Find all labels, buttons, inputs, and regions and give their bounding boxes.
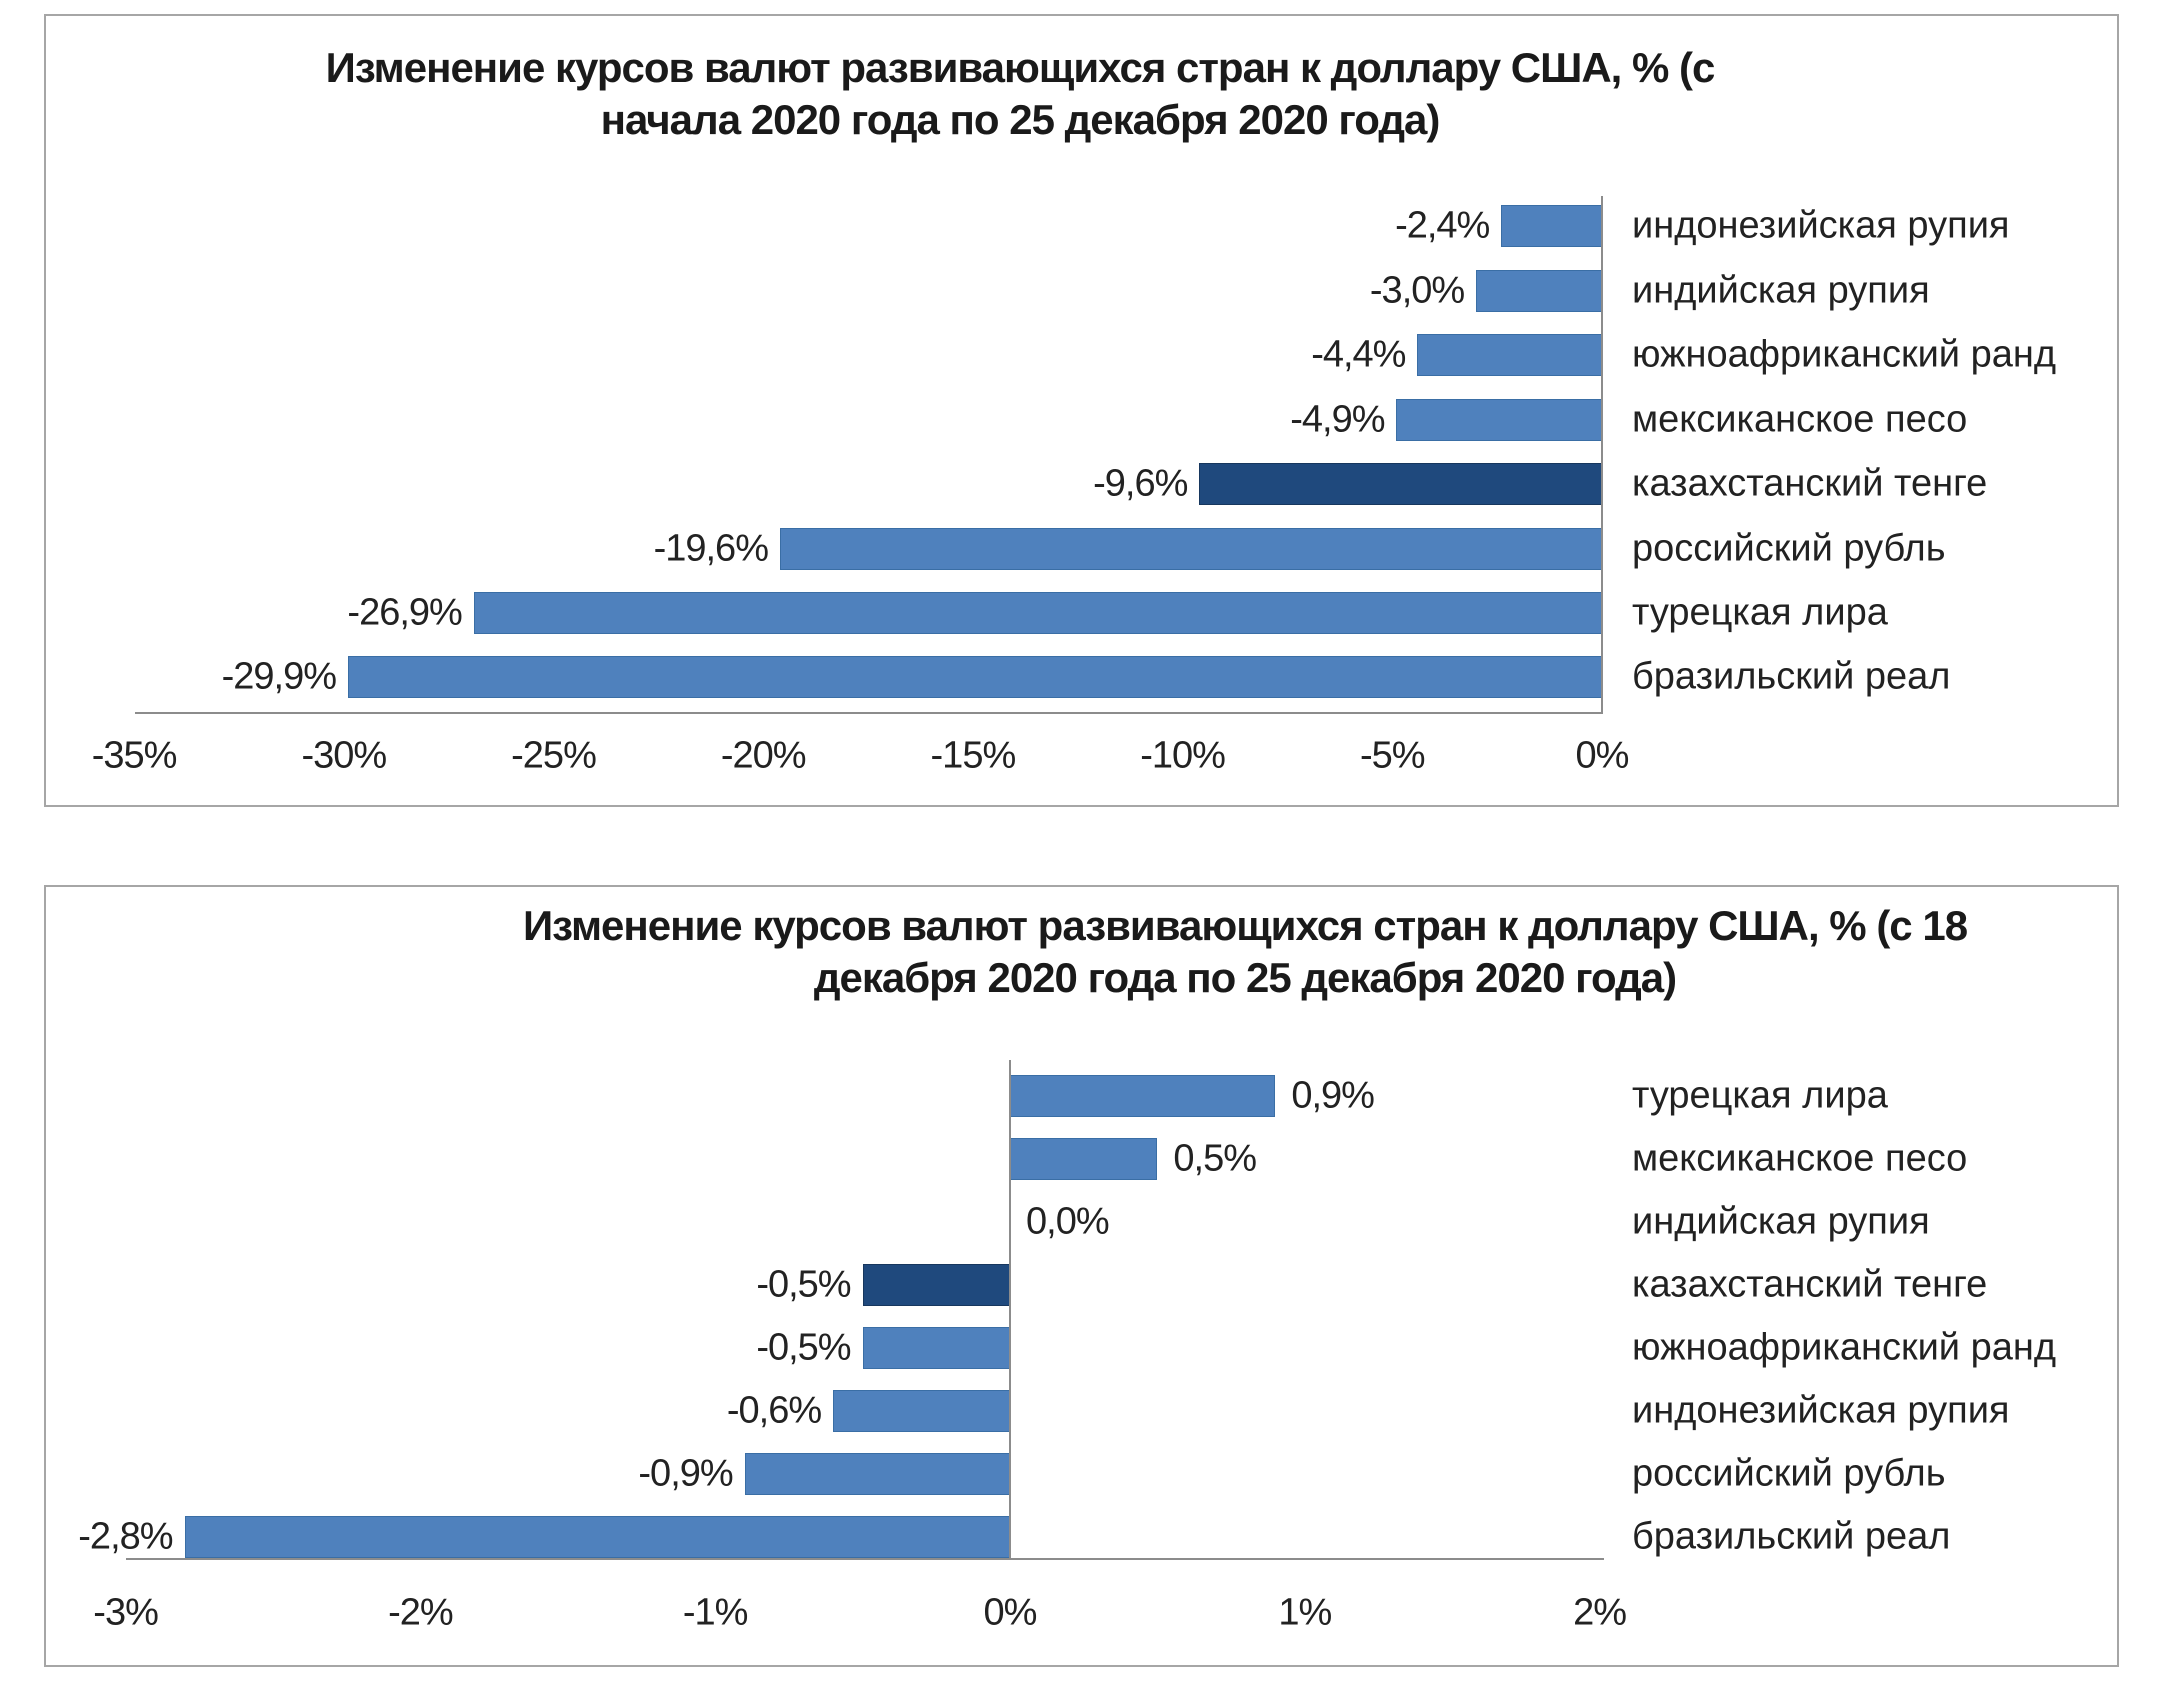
- bar-value-label: 0,9%: [1291, 1074, 1375, 1117]
- bar-value-label: 0,0%: [1026, 1200, 1110, 1243]
- x-tick-label: -5%: [1360, 734, 1426, 777]
- bar-value-label: -0,5%: [756, 1263, 851, 1306]
- x-tick-label: 0%: [1575, 734, 1630, 777]
- bar: [1476, 270, 1602, 312]
- bar: [779, 528, 1602, 570]
- category-label: турецкая лира: [1632, 591, 1888, 634]
- bar: [833, 1390, 1010, 1432]
- x-tick-label: -2%: [388, 1591, 454, 1634]
- chart-1-y-axis: [1601, 196, 1603, 714]
- bar: [1010, 1075, 1276, 1117]
- bar: [347, 656, 1602, 698]
- bar: [862, 1327, 1010, 1369]
- bar-value-label: -4,9%: [1290, 398, 1385, 441]
- chart-2-title-line-1: Изменение курсов валют развивающихся стр…: [522, 902, 1968, 949]
- x-tick-label: -10%: [1140, 734, 1226, 777]
- x-tick-label: -1%: [682, 1591, 749, 1634]
- chart-1-title-line-2: начала 2020 года по 25 декабря 2020 года…: [600, 96, 1441, 143]
- bar-value-label: -29,9%: [221, 655, 337, 698]
- chart-2-title: Изменение курсов валют развивающихся стр…: [420, 900, 2070, 1004]
- bar: [1396, 399, 1602, 441]
- chart-1-title-line-1: Изменение курсов валют развивающихся стр…: [325, 44, 1716, 91]
- bar-value-label: -0,5%: [756, 1326, 851, 1369]
- x-tick-label: -15%: [930, 734, 1017, 777]
- bar: [862, 1264, 1010, 1306]
- bar: [1199, 463, 1602, 505]
- chart-2-y-axis: [1009, 1060, 1011, 1560]
- bar: [473, 592, 1602, 634]
- x-tick-label: -3%: [93, 1591, 159, 1634]
- bar: [744, 1453, 1010, 1495]
- bar-value-label: -0,9%: [638, 1452, 733, 1495]
- x-tick-label: 0%: [983, 1591, 1038, 1634]
- category-label: российский рубль: [1632, 1452, 1946, 1495]
- category-label: мексиканское песо: [1632, 398, 1968, 441]
- category-label: индонезийская рупия: [1632, 204, 2010, 247]
- bar: [184, 1516, 1010, 1558]
- category-label: индийская рупия: [1632, 1200, 1930, 1243]
- category-label: турецкая лира: [1632, 1074, 1888, 1117]
- category-label: южноафриканский ранд: [1632, 333, 2057, 376]
- x-tick-label: 1%: [1278, 1591, 1332, 1634]
- category-label: казахстанский тенге: [1632, 462, 1988, 505]
- category-label: бразильский реал: [1632, 1515, 1951, 1558]
- category-label: казахстанский тенге: [1632, 1263, 1988, 1306]
- bar-value-label: -26,9%: [347, 591, 462, 634]
- x-tick-label: -35%: [91, 734, 178, 777]
- chart-1-x-axis: [135, 712, 1603, 714]
- category-label: бразильский реал: [1632, 655, 1951, 698]
- chart-2-x-axis: [126, 1558, 1604, 1560]
- x-tick-label: 2%: [1573, 1591, 1627, 1634]
- bar-value-label: 0,5%: [1173, 1137, 1257, 1180]
- bar: [1501, 205, 1602, 247]
- category-label: индийская рупия: [1632, 269, 1930, 312]
- bar-value-label: -4,4%: [1311, 333, 1406, 376]
- x-tick-label: -30%: [301, 734, 387, 777]
- category-label: российский рубль: [1632, 527, 1946, 570]
- bar: [1010, 1138, 1158, 1180]
- bar-value-label: -3,0%: [1369, 269, 1465, 312]
- chart-1-title: Изменение курсов валют развивающихся стр…: [200, 42, 1840, 146]
- category-label: мексиканское песо: [1632, 1137, 1968, 1180]
- bar-value-label: -2,8%: [78, 1515, 173, 1558]
- x-tick-label: -25%: [511, 734, 597, 777]
- bar: [1417, 334, 1602, 376]
- chart-2-title-line-2: декабря 2020 года по 25 декабря 2020 год…: [813, 954, 1677, 1001]
- x-tick-label: -20%: [720, 734, 807, 777]
- bar-value-label: -0,6%: [726, 1389, 822, 1432]
- category-label: индонезийская рупия: [1632, 1389, 2010, 1432]
- category-label: южноафриканский ранд: [1632, 1326, 2057, 1369]
- bar-value-label: -2,4%: [1395, 204, 1490, 247]
- bar-value-label: -9,6%: [1093, 462, 1188, 505]
- bar-value-label: -19,6%: [653, 527, 769, 570]
